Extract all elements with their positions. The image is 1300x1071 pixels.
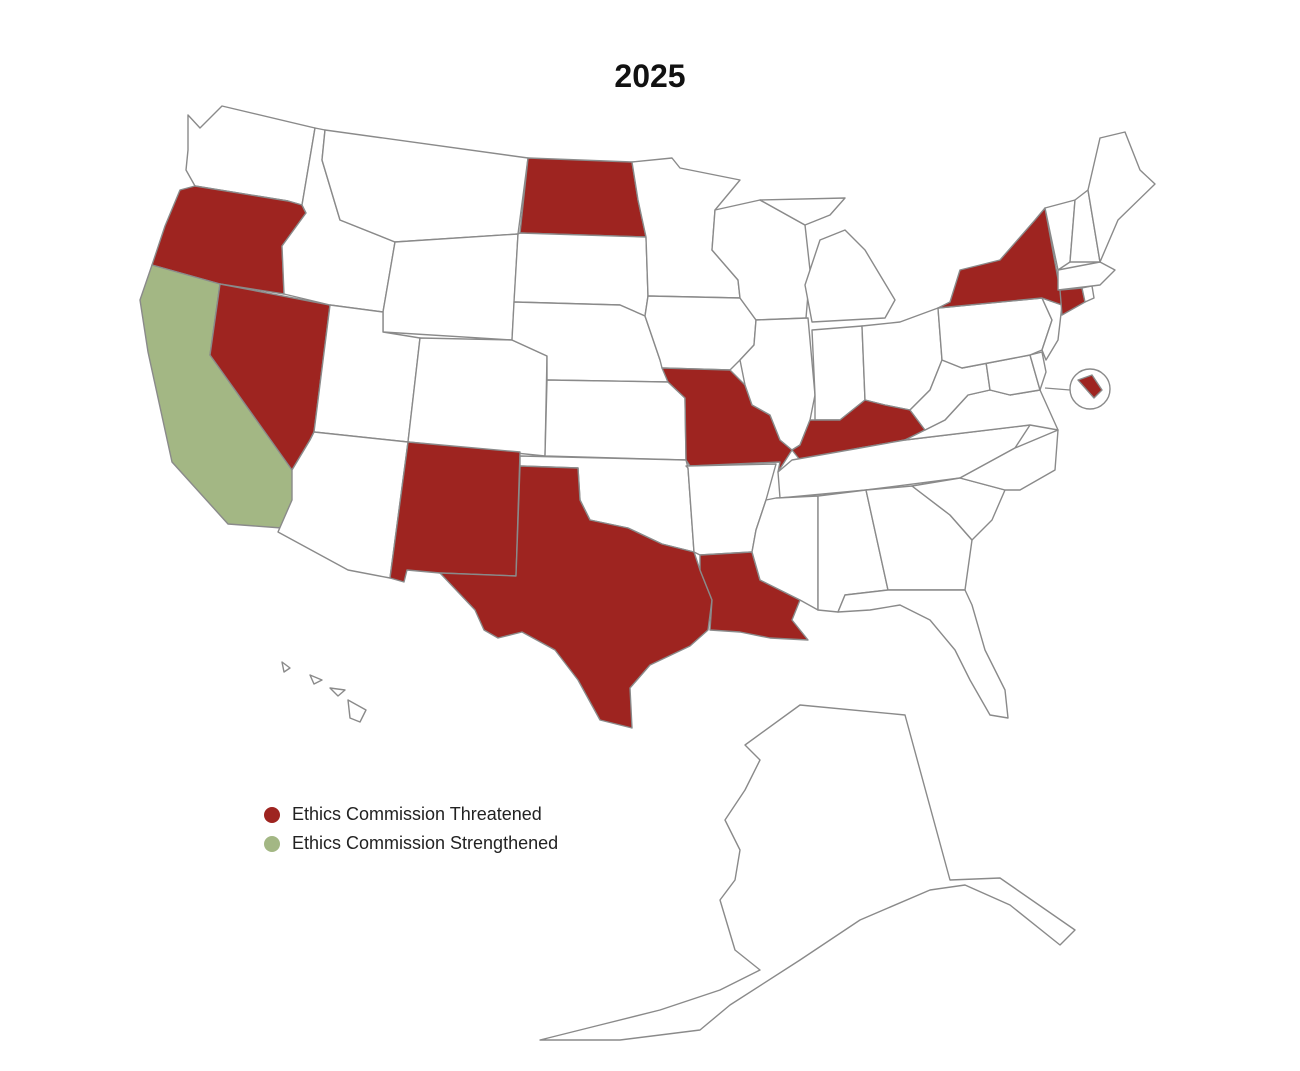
map-legend: Ethics Commission Threatened Ethics Comm… xyxy=(264,800,558,858)
state-MA[interactable] xyxy=(1057,261,1116,291)
dc-callout-line xyxy=(1044,387,1071,391)
legend-item-threatened: Ethics Commission Threatened xyxy=(264,800,558,829)
state-CO[interactable] xyxy=(407,337,548,457)
state-MI[interactable] xyxy=(759,197,896,323)
state-HI[interactable] xyxy=(281,661,367,723)
state-DE[interactable] xyxy=(1029,351,1047,391)
dc-callout-circle xyxy=(1069,368,1111,410)
legend-label-threatened: Ethics Commission Threatened xyxy=(292,804,542,824)
legend-label-strengthened: Ethics Commission Strengthened xyxy=(292,833,559,853)
state-CT[interactable] xyxy=(1059,287,1086,316)
map-title: 2025 xyxy=(614,58,686,94)
state-RI[interactable] xyxy=(1081,285,1095,303)
state-NC[interactable] xyxy=(959,429,1059,491)
state-ND[interactable] xyxy=(519,157,647,238)
state-MT[interactable] xyxy=(321,129,529,243)
state-FL[interactable] xyxy=(837,589,1009,719)
legend-dot-strengthened xyxy=(264,835,280,852)
state-IA[interactable] xyxy=(644,295,757,371)
state-DC[interactable] xyxy=(1077,374,1103,399)
state-NM[interactable] xyxy=(389,441,521,583)
legend-item-strengthened: Ethics Commission Strengthened xyxy=(264,829,558,858)
state-ME[interactable] xyxy=(1087,131,1156,263)
state-KS[interactable] xyxy=(544,379,687,461)
state-TX[interactable] xyxy=(439,465,713,729)
state-AK[interactable] xyxy=(539,704,1076,1041)
state-WY[interactable] xyxy=(382,233,519,341)
legend-dot-threatened xyxy=(264,806,280,823)
state-NY[interactable] xyxy=(937,207,1063,309)
